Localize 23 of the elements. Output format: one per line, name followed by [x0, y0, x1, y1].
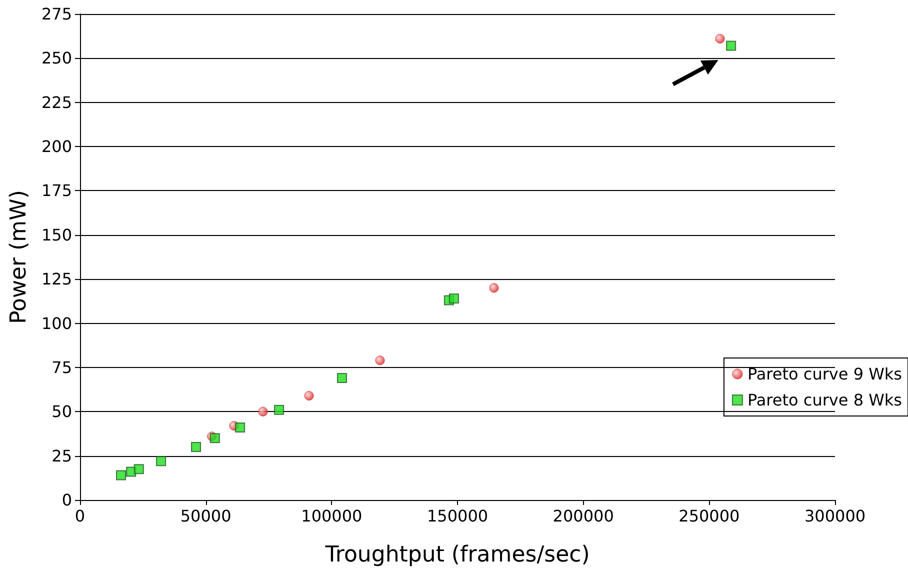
legend-label: Pareto curve 9 Wks	[747, 364, 902, 384]
x-tick-label: 150000	[426, 506, 488, 526]
y-tick-label: 75	[52, 358, 72, 377]
y-tick-label: 0	[62, 490, 72, 510]
x-tick-label: 250000	[678, 506, 740, 526]
y-tick-label: 250	[41, 48, 72, 68]
y-tick-label: 150	[41, 225, 72, 244]
y-tick-label: 100	[41, 314, 72, 333]
y-tick-label: 225	[41, 92, 72, 112]
x-tick-label: 50000	[180, 506, 232, 526]
y-axis-title: Power (mW)	[6, 190, 32, 324]
y-tick-label: 125	[41, 270, 72, 289]
legend-label: Pareto curve 8 Wks	[747, 390, 902, 410]
y-tick-label: 275	[41, 4, 72, 24]
x-tick-label: 300000	[804, 506, 866, 526]
y-tick-label: 25	[52, 446, 72, 466]
x-tick-label: 100000	[301, 506, 362, 526]
y-tick-label: 175	[41, 181, 72, 200]
x-tick-label: 0	[74, 506, 86, 526]
y-tick-label: 200	[41, 137, 72, 156]
x-axis-title: Troughtput (frames/sec)	[324, 542, 590, 568]
x-tick-label: 200000	[552, 506, 614, 526]
y-tick-label: 50	[52, 402, 72, 422]
